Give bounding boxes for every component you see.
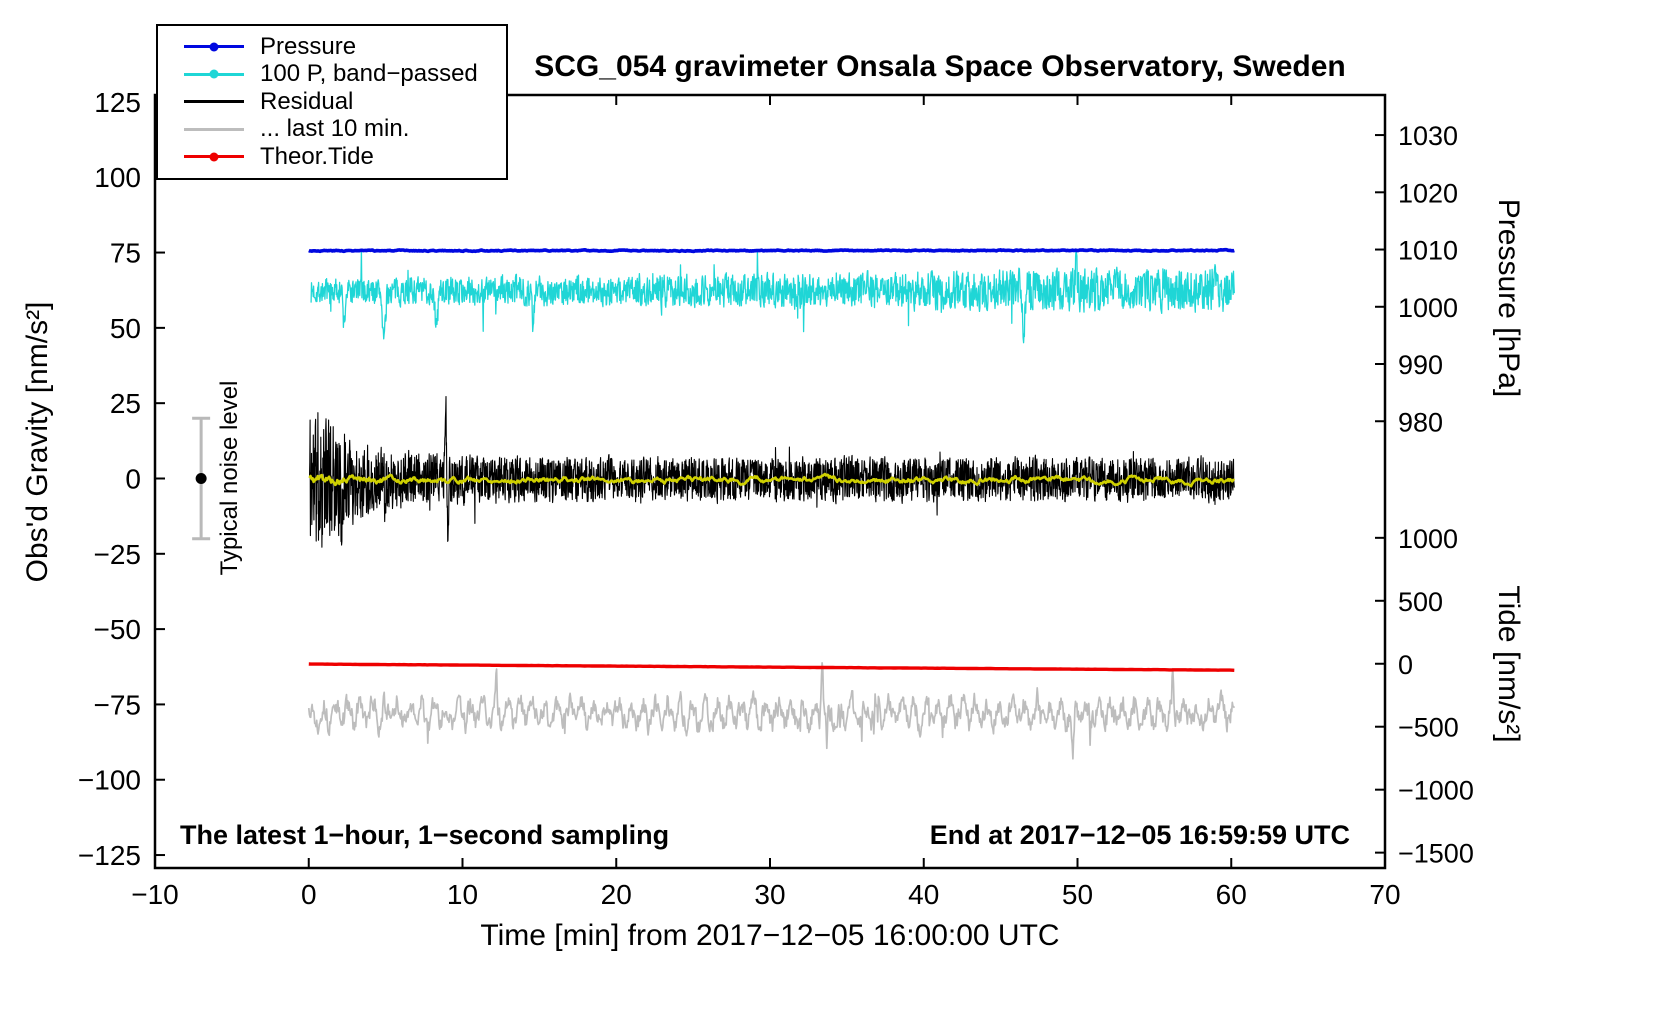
noise-level-label: Typical noise level [216, 380, 243, 576]
legend-label: Pressure [260, 32, 357, 60]
y-tick-label: 50 [110, 313, 141, 344]
plot-frame [153, 93, 1387, 870]
y-tick-label: 75 [110, 238, 141, 269]
y-tick-label: 0 [125, 463, 141, 494]
y-tick-label: 125 [94, 87, 141, 118]
legend-marker-icon [209, 69, 219, 79]
y-tick-label: −100 [78, 765, 141, 796]
pressure-tick-label: 990 [1398, 350, 1443, 380]
legend-label: Theor.Tide [260, 142, 374, 170]
legend-marker-icon [209, 152, 219, 162]
x-axis-label: Time [min] from 2017−12−05 16:00:00 UTC [480, 919, 1060, 952]
y-tick-label: 100 [94, 162, 141, 193]
series-bandpassed-pressure [310, 249, 1235, 344]
tide-tick-label: 0 [1398, 650, 1413, 680]
legend-label: 100 P, band−passed [260, 60, 478, 88]
legend-item: 100 P, band−passed [184, 60, 506, 89]
series-theoretical-tide [308, 662, 1235, 672]
legend: Pressure 100 P, band−passed Residual ...… [156, 24, 508, 180]
x-tick-label: 50 [1062, 879, 1093, 910]
legend-label: ... last 10 min. [260, 115, 410, 143]
legend-item: ... last 10 min. [184, 115, 506, 144]
series-residual-lowpass [308, 472, 1236, 488]
annotation-sampling: The latest 1−hour, 1−second sampling [180, 820, 670, 850]
y-axis-label-tide: Tide [nm/s²] [1492, 585, 1525, 743]
tide-tick-label: −1000 [1398, 776, 1474, 806]
series-pressure [308, 247, 1236, 254]
chart-title: SCG_054 gravimeter Onsala Space Observat… [534, 50, 1346, 83]
y-axis-label-gravity: Obs'd Gravity [nm/s²] [21, 301, 54, 583]
y-axis-label-pressure: Pressure [hPa] [1492, 198, 1525, 398]
legend-label: Residual [260, 87, 354, 115]
x-tick-label: 20 [601, 879, 632, 910]
pressure-tick-label: 1020 [1398, 178, 1458, 208]
y-tick-label: −75 [94, 689, 142, 720]
x-tick-label: 30 [754, 879, 785, 910]
series-residual [308, 395, 1235, 548]
y-tick-label: 25 [110, 388, 141, 419]
legend-line-bandpassed [184, 69, 244, 79]
legend-marker-icon [209, 42, 219, 52]
x-tick-label: 40 [908, 879, 939, 910]
noise-level-bar [192, 416, 211, 541]
y-tick-label: −25 [94, 539, 142, 570]
pressure-tick-label: 1010 [1398, 236, 1458, 266]
tide-tick-label: 1000 [1398, 524, 1458, 554]
x-tick-label: 10 [447, 879, 478, 910]
legend-line-residual [184, 100, 244, 104]
legend-item: Pressure [184, 33, 506, 61]
tide-tick-label: 500 [1398, 587, 1443, 617]
x-tick-label: 0 [301, 879, 317, 910]
annotation-end-time: End at 2017−12−05 16:59:59 UTC [929, 820, 1350, 850]
tide-tick-label: −1500 [1398, 839, 1474, 869]
legend-line-pressure [184, 42, 244, 52]
series-residual-last10min [307, 661, 1236, 760]
pressure-tick-label: 1000 [1398, 293, 1458, 323]
legend-item: Theor.Tide [184, 143, 506, 171]
x-tick-label: −10 [131, 879, 179, 910]
tide-tick-label: −500 [1398, 713, 1459, 743]
y-tick-label: −50 [94, 614, 142, 645]
pressure-tick-label: 980 [1398, 407, 1443, 437]
x-tick-label: 60 [1216, 879, 1247, 910]
legend-line-tide [184, 152, 244, 162]
x-tick-label: 70 [1369, 879, 1400, 910]
legend-line-last10min [184, 127, 244, 131]
legend-item: Residual [184, 88, 506, 116]
y-tick-label: −125 [78, 840, 141, 871]
pressure-tick-label: 1030 [1398, 121, 1458, 151]
